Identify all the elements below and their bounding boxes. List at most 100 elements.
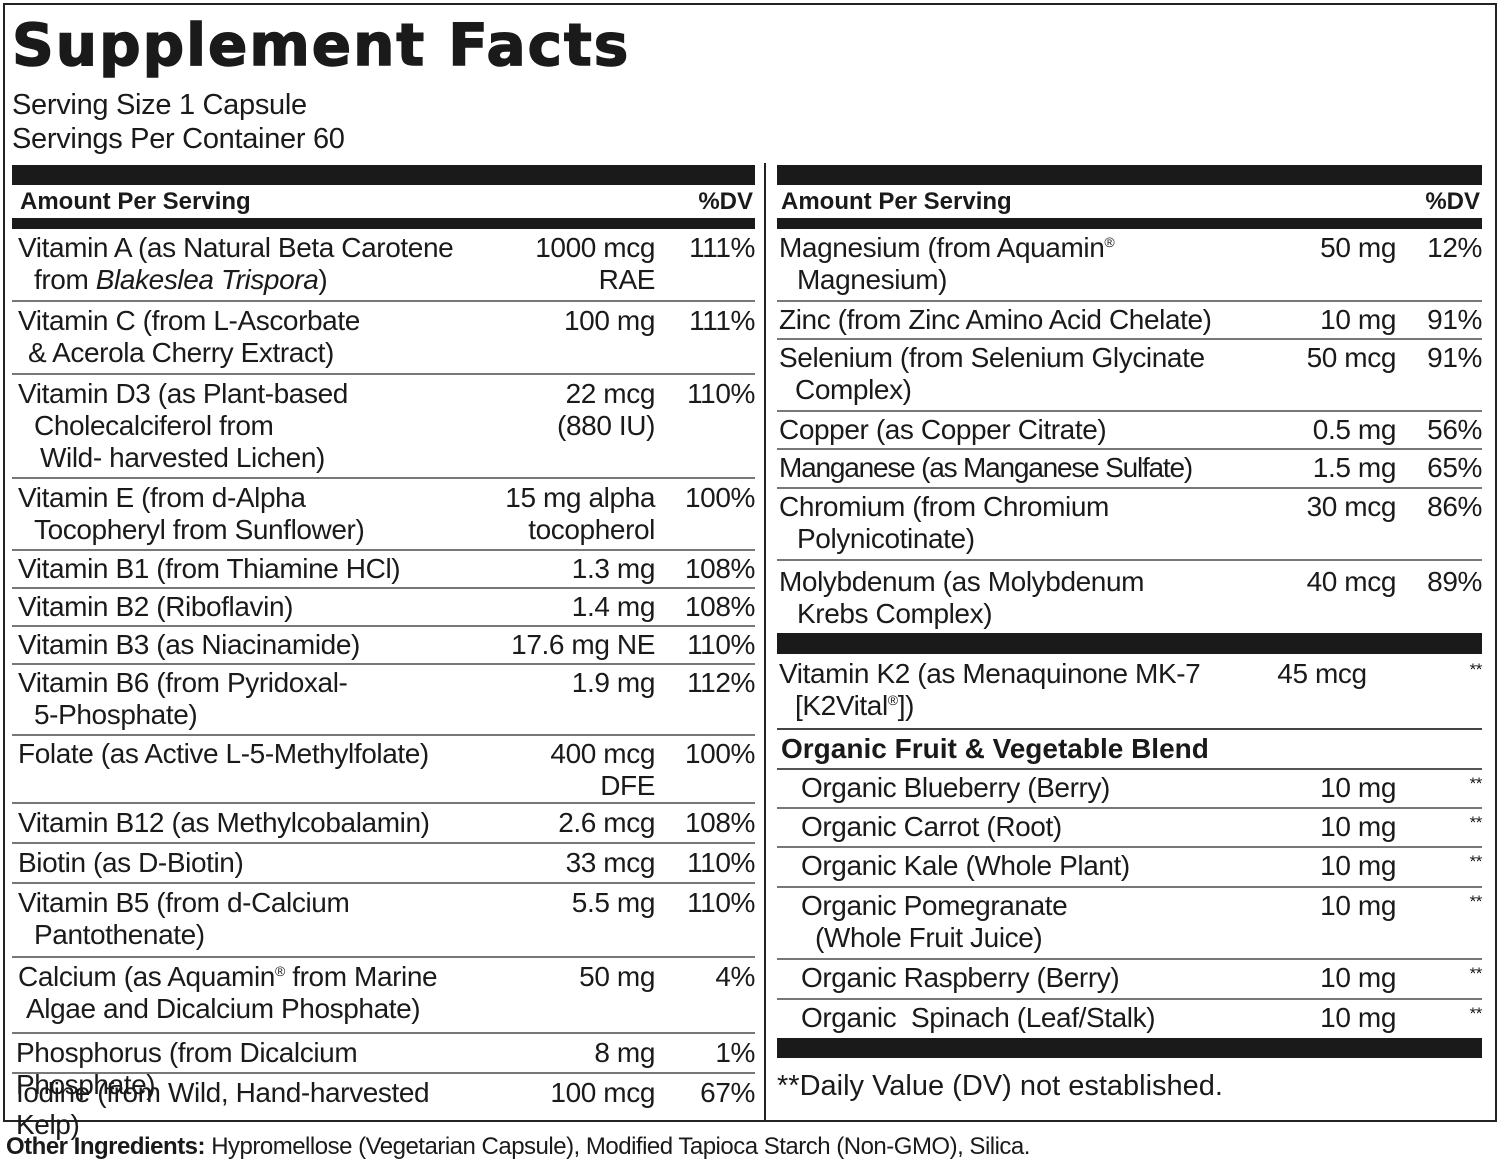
nutrient-dv: 65% xyxy=(1427,452,1482,483)
registered-mark: ® xyxy=(274,963,285,979)
amount-per-serving-heading: Amount Per Serving xyxy=(781,187,1012,215)
nutrient-dv: 108% xyxy=(684,553,755,584)
nutrient-amount: 33 mcg xyxy=(565,847,656,878)
dv-heading: %DV xyxy=(1425,187,1480,215)
nutrient-row: Manganese (as Manganese Sulfate) 1.5 mg … xyxy=(777,450,1482,489)
nutrient-amount: 8 mg xyxy=(594,1037,655,1068)
nutrient-dv: ** xyxy=(1469,660,1483,679)
nutrient-name: Biotin (as D-Biotin) xyxy=(18,847,244,878)
blend-item-row: Organic Carrot (Root) 10 mg ** xyxy=(777,809,1482,848)
nutrient-amount: 0.5 mg xyxy=(1312,414,1397,445)
nutrient-row: Vitamin B2 (Riboflavin) 1.4 mg 108% xyxy=(12,589,755,627)
blend-item-row: Organic Spinach (Leaf/Stalk) 10 mg ** xyxy=(777,1000,1482,1038)
nutrient-amount: 1.5 mg xyxy=(1312,452,1397,483)
medium-rule xyxy=(12,218,755,229)
other-ingredients: Other Ingredients: Hypromellose (Vegetar… xyxy=(6,1130,1030,1164)
nutrient-row: Vitamin A (as Natural Beta Carotene from… xyxy=(12,229,755,302)
nutrient-dv: 86% xyxy=(1427,491,1482,522)
column-header: Amount Per Serving %DV xyxy=(12,185,755,218)
nutrient-name: Vitamin D3 (as Plant-based Cholecalcifer… xyxy=(18,378,348,473)
nutrient-amount: 1.4 mg xyxy=(571,591,656,622)
nutrient-name: Vitamin K2 (as Menaquinone MK-7 [K2Vital… xyxy=(779,658,1201,721)
nutrient-name: Vitamin B1 (from Thiamine HCl) xyxy=(18,553,401,584)
nutrient-dv: 110% xyxy=(687,378,755,409)
nutrient-row: Vitamin B1 (from Thiamine HCl) 1.3 mg 10… xyxy=(12,551,755,589)
medium-rule xyxy=(777,218,1482,229)
other-ingredients-label: Other Ingredients: xyxy=(6,1133,206,1160)
nutrient-name: Phosphorus (from Dicalcium Phosphate) xyxy=(16,1037,358,1100)
registered-mark: ® xyxy=(1104,234,1115,250)
ingredient-dv: ** xyxy=(1469,774,1483,793)
nutrient-amount: 1000 mcg RAE xyxy=(535,232,655,295)
servings-per-container: Servings Per Container 60 xyxy=(12,123,345,155)
nutrient-row: Vitamin B12 (as Methylcobalamin) 2.6 mcg… xyxy=(12,804,755,844)
nutrient-dv: 91% xyxy=(1427,342,1482,373)
nutrient-name: Copper (as Copper Citrate) xyxy=(779,414,1107,445)
blend-item-row: Organic Raspberry (Berry) 10 mg ** xyxy=(777,960,1482,1000)
ingredient-amount: 10 mg xyxy=(1320,772,1396,803)
ingredient-name: Organic Raspberry (Berry) xyxy=(801,962,1120,993)
nutrient-dv: 108% xyxy=(684,807,755,838)
nutrient-row: Selenium (from Selenium Glycinate Comple… xyxy=(777,340,1482,412)
nutrient-amount: 100 mcg xyxy=(550,1077,655,1108)
nutrient-dv: 100% xyxy=(684,482,755,513)
nutrient-name: Molybdenum (as Molybdenum Krebs Complex) xyxy=(779,566,1145,629)
ingredient-amount: 10 mg xyxy=(1320,890,1396,921)
nutrient-name: Vitamin B12 (as Methylcobalamin) xyxy=(18,807,430,838)
nutrient-amount: 50 mg xyxy=(579,961,655,992)
ingredient-name: Organic Blueberry (Berry) xyxy=(801,772,1110,803)
nutrient-amount: 30 mcg xyxy=(1306,491,1397,522)
nutrient-name: Folate (as Active L-5-Methylfolate) xyxy=(18,738,429,769)
nutrient-row: Phosphorus (from Dicalcium Phosphate) 8 … xyxy=(12,1034,755,1100)
thick-rule xyxy=(12,165,755,185)
serving-size: Serving Size 1 Capsule xyxy=(12,89,307,121)
nutrient-row: Vitamin D3 (as Plant-based Cholecalcifer… xyxy=(12,375,755,479)
nutrient-name: Iodine (from Wild, Hand-harvested Kelp) xyxy=(16,1077,430,1140)
nutrient-dv: 1% xyxy=(715,1037,755,1068)
nutrient-dv: 110% xyxy=(687,847,755,878)
nutrient-name: Vitamin B3 (as Niacinamide) xyxy=(18,629,360,660)
ingredient-dv: ** xyxy=(1469,964,1483,983)
nutrient-row: Vitamin B6 (from Pyridoxal- 5-Phosphate)… xyxy=(12,665,755,736)
nutrient-name: Vitamin A (as Natural Beta Carotene from… xyxy=(18,232,454,295)
ingredient-amount: 10 mg xyxy=(1320,850,1396,881)
nutrient-dv: 112% xyxy=(687,667,755,698)
nutrient-row: Copper (as Copper Citrate) 0.5 mg 56% xyxy=(777,412,1482,450)
column-header: Amount Per Serving %DV xyxy=(777,185,1482,218)
nutrient-dv: 110% xyxy=(687,629,755,660)
ingredient-name: Organic Spinach (Leaf/Stalk) xyxy=(801,1002,1156,1033)
dv-heading: %DV xyxy=(698,187,753,215)
nutrient-amount: 1.9 mg xyxy=(571,667,656,698)
nutrient-name: Magnesium (from Aquamin® Magnesium) xyxy=(779,232,1115,295)
nutrient-dv: 100% xyxy=(684,738,755,769)
nutrient-amount: 5.5 mg xyxy=(571,887,656,918)
nutrient-dv: 56% xyxy=(1427,414,1482,445)
nutrient-row: Chromium (from Chromium Polynicotinate) … xyxy=(777,489,1482,561)
nutrient-dv: 4% xyxy=(715,961,755,992)
nutrient-row: Vitamin C (from L-Ascorbate & Acerola Ch… xyxy=(12,302,755,375)
ingredient-amount: 10 mg xyxy=(1320,811,1396,842)
nutrient-name: Vitamin B5 (from d-Calcium Pantothenate) xyxy=(18,887,350,950)
thick-rule xyxy=(777,633,1482,654)
nutrient-row: Biotin (as D-Biotin) 33 mcg 110% xyxy=(12,844,755,884)
nutrient-row: Zinc (from Zinc Amino Acid Chelate) 10 m… xyxy=(777,302,1482,340)
nutrient-amount: 400 mcg DFE xyxy=(550,738,655,801)
column-divider xyxy=(764,163,766,1121)
nutrient-dv: 91% xyxy=(1427,304,1482,335)
nutrient-dv: 111% xyxy=(689,305,755,336)
dv-footnote: **Daily Value (DV) not established. xyxy=(777,1070,1223,1102)
nutrient-dv: 67% xyxy=(700,1077,755,1108)
nutrient-amount: 15 mg alpha tocopherol xyxy=(505,482,655,545)
blend-item-row: Organic Blueberry (Berry) 10 mg ** xyxy=(777,770,1482,809)
nutrient-amount: 22 mcg (880 IU) xyxy=(557,378,655,441)
nutrient-row: Magnesium (from Aquamin® Magnesium) 50 m… xyxy=(777,229,1482,302)
nutrient-row: Vitamin E (from d-Alpha Tocopheryl from … xyxy=(12,479,755,551)
nutrient-dv: 12% xyxy=(1427,232,1482,263)
ingredient-amount: 10 mg xyxy=(1320,1002,1396,1033)
nutrient-name: Vitamin B6 (from Pyridoxal- 5-Phosphate) xyxy=(18,667,348,730)
nutrient-row: Vitamin K2 (as Menaquinone MK-7 [K2Vital… xyxy=(777,654,1482,730)
blend-heading: Organic Fruit & Vegetable Blend xyxy=(777,730,1482,770)
right-nutrient-column: Amount Per Serving %DV Magnesium (from A… xyxy=(777,165,1482,1106)
nutrient-name: Zinc (from Zinc Amino Acid Chelate) xyxy=(779,304,1212,335)
thick-rule xyxy=(777,1038,1482,1058)
